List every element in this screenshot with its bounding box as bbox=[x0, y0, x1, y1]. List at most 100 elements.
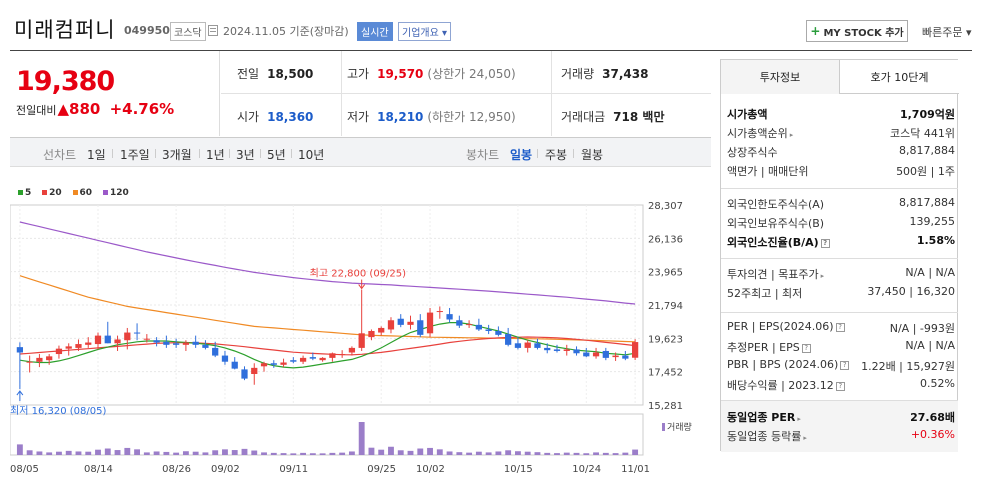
info-row: 투자의견 | 목표주가 ▸ N/A | N/A bbox=[727, 266, 955, 282]
tab-orderbook[interactable]: 호가 10단계 bbox=[840, 60, 959, 94]
candle-daily[interactable]: 일봉 bbox=[510, 148, 533, 162]
stat-prev-close: 전일 18,500 bbox=[237, 67, 314, 81]
period-3y[interactable]: 3년 bbox=[236, 148, 255, 162]
candlestick-chart[interactable]: 5 20 60 120 28,307 26,136 23,965 21,794 19,6… bbox=[10, 180, 711, 480]
candle-body bbox=[202, 344, 209, 348]
candle-body bbox=[75, 344, 82, 348]
ma5-line bbox=[19, 322, 636, 369]
info-key: 외국인보유주식수(B) bbox=[727, 217, 825, 230]
candle-body bbox=[124, 332, 131, 341]
y-tick-label: 15,281 bbox=[648, 401, 683, 412]
volume-bar bbox=[261, 452, 267, 455]
info-row: 외국인보유주식수(B) 139,255 bbox=[727, 215, 955, 231]
candle-body bbox=[260, 363, 268, 367]
invest-info-panel: 투자정보 호가 10단계 시가총액 1,709억원 시가총액순위 ▸ 코스닥 441위 상… bbox=[720, 59, 959, 452]
candle-body bbox=[143, 338, 150, 340]
volume-label: 거래량 bbox=[667, 421, 692, 433]
volume-bar bbox=[114, 450, 121, 455]
corp-info-dropdown[interactable]: 기업개요 ▾ bbox=[398, 22, 451, 41]
candle-body bbox=[114, 339, 121, 344]
volume-bar bbox=[475, 451, 482, 455]
info-value: 27.68배 bbox=[910, 411, 955, 424]
candle-body bbox=[553, 349, 561, 351]
help-icon[interactable]: ? bbox=[835, 382, 845, 391]
info-row: 동일업종 PER ▸ 27.68배 bbox=[727, 409, 955, 425]
volume-bar bbox=[163, 451, 170, 455]
info-key: 액면가 | 매매단위 bbox=[727, 165, 809, 178]
info-key: 추정PER | EPS? bbox=[727, 339, 811, 355]
info-value: +0.36% bbox=[910, 428, 955, 441]
volume-bar bbox=[65, 450, 72, 455]
info-row: 외국인한도주식수(A) 8,817,884 bbox=[727, 196, 955, 212]
market-badge: 코스닥 bbox=[170, 22, 206, 41]
info-key[interactable]: 투자의견 | 목표주가 ▸ bbox=[727, 268, 825, 281]
info-key[interactable]: 동일업종 PER ▸ bbox=[727, 411, 801, 424]
period-3m[interactable]: 3개월 bbox=[162, 148, 192, 162]
volume-bar bbox=[505, 450, 512, 455]
volume-bar bbox=[56, 451, 62, 455]
candle-body bbox=[592, 352, 600, 357]
candle-body bbox=[514, 343, 522, 348]
candle-body bbox=[299, 357, 307, 362]
help-icon[interactable]: ? bbox=[835, 323, 845, 332]
candle-body bbox=[221, 355, 229, 362]
help-icon[interactable]: ? bbox=[820, 239, 830, 248]
stats-divider bbox=[221, 93, 711, 94]
change-row: 전일대비▲880 +4.76% bbox=[16, 100, 174, 118]
volume-bar bbox=[182, 451, 189, 455]
period-5y[interactable]: 5년 bbox=[267, 148, 286, 162]
candle-monthly[interactable]: 월봉 bbox=[581, 148, 604, 162]
x-tick-label: 10/24 bbox=[572, 464, 601, 475]
volume-bar bbox=[212, 450, 219, 455]
x-tick-label: 08/05 bbox=[10, 464, 39, 475]
volume-bar bbox=[319, 453, 326, 455]
candle-body bbox=[319, 357, 326, 361]
volume-bar bbox=[622, 452, 629, 455]
x-tick-label: 10/02 bbox=[416, 464, 445, 475]
volume-bar bbox=[241, 448, 248, 455]
x-tick-label: 09/11 bbox=[279, 464, 308, 475]
info-key[interactable]: 동일업종 등락률 ▸ bbox=[727, 430, 807, 443]
tab-invest-info[interactable]: 투자정보 bbox=[721, 60, 840, 94]
volume-bar bbox=[16, 444, 23, 455]
help-icon[interactable]: ? bbox=[840, 361, 850, 370]
volume-frame bbox=[10, 413, 644, 456]
candle-body bbox=[505, 334, 512, 345]
volume-bar bbox=[368, 447, 375, 455]
period-1d[interactable]: 1일 bbox=[87, 148, 106, 162]
period-10y[interactable]: 10년 bbox=[298, 148, 325, 162]
info-value: N/A | N/A bbox=[905, 339, 955, 352]
chevron-right-icon: ▸ bbox=[797, 415, 801, 423]
period-1w[interactable]: 1주일 bbox=[120, 148, 150, 162]
candle-chart-label[interactable]: 봉차트 bbox=[466, 148, 500, 162]
info-row: 배당수익률 | 2023.12? 0.52% bbox=[727, 377, 955, 393]
candle-body bbox=[465, 324, 473, 326]
candle-weekly[interactable]: 주봉 bbox=[545, 148, 568, 162]
candle-body bbox=[407, 321, 414, 325]
y-tick-label: 23,965 bbox=[648, 268, 683, 279]
candle-body bbox=[378, 327, 385, 333]
candle-body bbox=[339, 354, 346, 356]
x-tick-label: 08/14 bbox=[84, 464, 113, 475]
candle-body bbox=[65, 346, 72, 349]
volume-bar bbox=[222, 449, 228, 455]
candle-body bbox=[231, 361, 238, 369]
volume-bar bbox=[300, 452, 307, 455]
quick-order-dropdown[interactable]: 빠른주문 ▾ bbox=[922, 26, 972, 39]
industry-box bbox=[721, 400, 958, 452]
info-value: 8,817,884 bbox=[899, 196, 955, 209]
help-icon[interactable]: ? bbox=[801, 344, 811, 353]
info-key[interactable]: 시가총액순위 ▸ bbox=[727, 127, 794, 140]
period-1y[interactable]: 1년 bbox=[206, 148, 225, 162]
volume-bar bbox=[202, 452, 209, 455]
candle-body bbox=[192, 341, 199, 345]
x-tick-label: 11/01 bbox=[621, 464, 650, 475]
legend-ma20: 20 bbox=[42, 188, 62, 198]
mystock-add-button[interactable]: + MY STOCK 추가 bbox=[806, 20, 908, 42]
ma60-line bbox=[19, 275, 636, 343]
line-chart-label[interactable]: 선차트 bbox=[43, 148, 77, 162]
volume-bar bbox=[573, 452, 580, 455]
volume-bar bbox=[85, 451, 92, 455]
realtime-button[interactable]: 실시간 bbox=[357, 22, 393, 41]
info-key: 외국인소진율(B/A)? bbox=[727, 234, 830, 250]
